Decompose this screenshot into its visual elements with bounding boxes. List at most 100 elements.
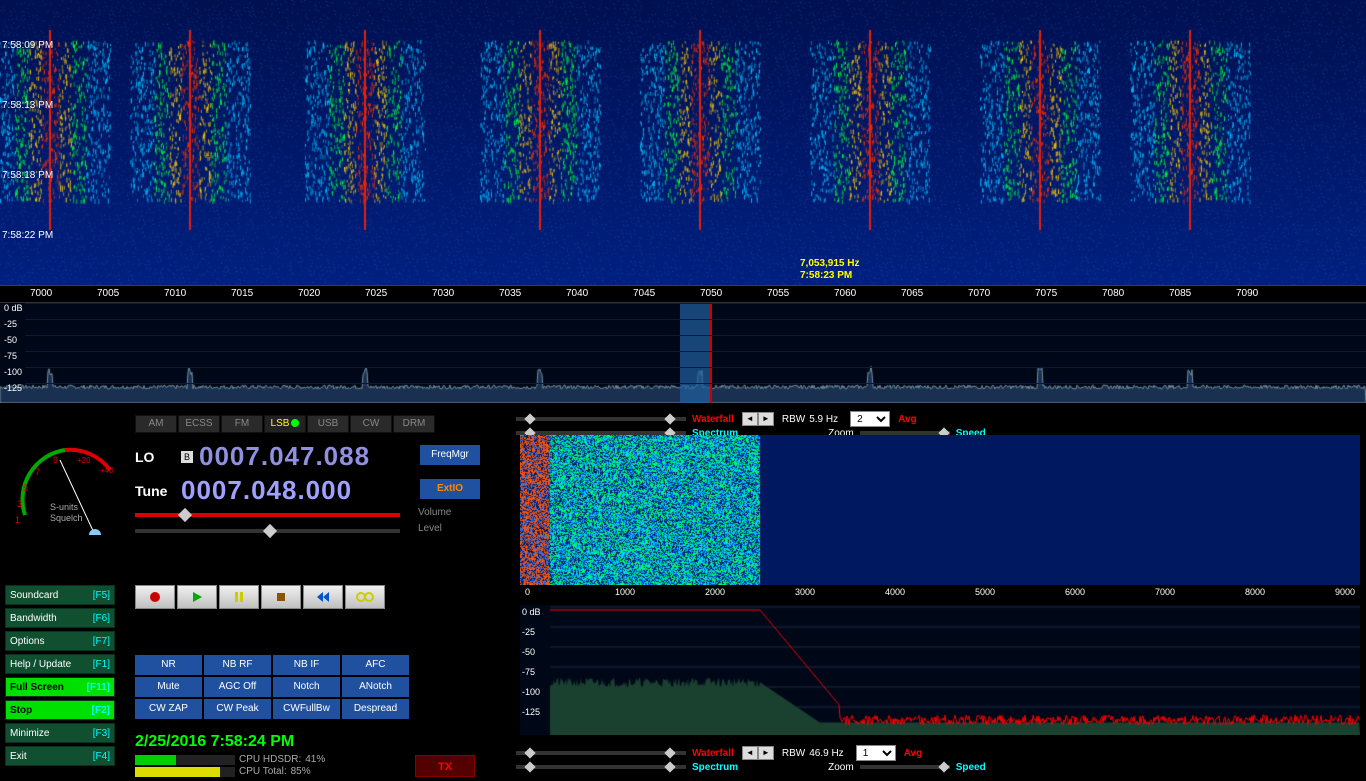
db-label: -100	[4, 367, 22, 377]
tuned-bandpass[interactable]	[680, 303, 710, 403]
freq-tick: 7005	[97, 288, 119, 299]
audio-db-label: -50	[522, 647, 535, 657]
stop-button[interactable]: Stop[F2]	[5, 700, 115, 720]
audio-waterfall[interactable]	[520, 435, 1360, 585]
lo-frequency-row: LO B 0007.047.088	[135, 441, 370, 472]
datetime-display: 2/25/2016 7:58:24 PM	[135, 733, 294, 751]
tuned-frequency-line[interactable]	[710, 303, 712, 403]
dsp-nb-if[interactable]: NB IF	[273, 655, 340, 675]
level-slider[interactable]	[135, 529, 400, 533]
soundcard-button[interactable]: Soundcard[F5]	[5, 585, 115, 605]
dsp-agc-off[interactable]: AGC Off	[204, 677, 271, 697]
audio-freq-tick: 3000	[795, 587, 815, 597]
mode-drm[interactable]: DRM	[393, 415, 435, 433]
freq-tick: 7015	[231, 288, 253, 299]
level-thumb[interactable]	[263, 524, 277, 538]
cpu-hdsdr-row: CPU HDSDR: 41%	[135, 754, 325, 765]
main-waterfall[interactable]: 7:58:09 PM7:58:13 PM7:58:18 PM7:58:22 PM…	[0, 0, 1366, 285]
dsp-buttons: NRNB RFNB IFAFC MuteAGC OffNotchANotch CW …	[135, 655, 409, 719]
waterfall-time-label: 7:58:13 PM	[2, 100, 53, 111]
full-screen-button[interactable]: Full Screen[F11]	[5, 677, 115, 697]
dsp-nb-rf[interactable]: NB RF	[204, 655, 271, 675]
dsp-cw-peak[interactable]: CW Peak	[204, 699, 271, 719]
cpu-hdsdr-bar	[135, 755, 235, 765]
audio-freq-tick: 4000	[885, 587, 905, 597]
rec-button[interactable]	[135, 585, 175, 609]
freq-tick: 7070	[968, 288, 990, 299]
extio-button[interactable]: ExtIO	[420, 479, 480, 499]
rew-button[interactable]	[303, 585, 343, 609]
lo-badge[interactable]: B	[181, 451, 193, 463]
options-button[interactable]: Options[F7]	[5, 631, 115, 651]
mode-ecss[interactable]: ECSS	[178, 415, 220, 433]
cpu-hdsdr-label: CPU HDSDR:	[239, 754, 301, 765]
svg-text:+20: +20	[77, 456, 91, 465]
audio-freq-tick: 6000	[1065, 587, 1085, 597]
freq-tick: 7085	[1169, 288, 1191, 299]
mode-lsb[interactable]: LSB	[264, 415, 306, 433]
svg-text:1: 1	[15, 515, 20, 525]
freq-tick: 7030	[432, 288, 454, 299]
dsp-cwfullbw[interactable]: CWFullBw	[273, 699, 340, 719]
dsp-nr[interactable]: NR	[135, 655, 202, 675]
dsp-notch[interactable]: Notch	[273, 677, 340, 697]
volume-thumb[interactable]	[178, 508, 192, 522]
mode-fm[interactable]: FM	[221, 415, 263, 433]
dsp-cw-zap[interactable]: CW ZAP	[135, 699, 202, 719]
bandwidth-button[interactable]: Bandwidth[F6]	[5, 608, 115, 628]
exit-button[interactable]: Exit[F4]	[5, 746, 115, 766]
level-label: Level	[418, 523, 442, 534]
tune-frequency-row: Tune 0007.048.000	[135, 475, 352, 506]
freq-tick: 7045	[633, 288, 655, 299]
db-label: -75	[4, 351, 17, 361]
pause-button[interactable]	[219, 585, 259, 609]
dsp-afc[interactable]: AFC	[342, 655, 409, 675]
spectrum-label-bot: Spectrum	[692, 762, 738, 773]
help-update-button[interactable]: Help / Update[F1]	[5, 654, 115, 674]
audio-db-label: -75	[522, 667, 535, 677]
tx-button[interactable]: TX	[415, 755, 475, 777]
freq-tick: 7075	[1035, 288, 1057, 299]
audio-freq-tick: 2000	[705, 587, 725, 597]
lo-frequency[interactable]: 0007.047.088	[199, 441, 370, 472]
dsp-anotch[interactable]: ANotch	[342, 677, 409, 697]
cursor-time: 7:58:23 PM	[800, 270, 852, 281]
mode-am[interactable]: AM	[135, 415, 177, 433]
volume-label: Volume	[418, 507, 451, 518]
waterfall-time-label: 7:58:22 PM	[2, 230, 53, 241]
svg-text:9: 9	[53, 455, 58, 465]
dsp-despread[interactable]: Despread	[342, 699, 409, 719]
freqmgr-button[interactable]: FreqMgr	[420, 445, 480, 465]
control-panel: 1 3 5 7 9 +20 +40 S-units Squelch AMECSS…	[0, 405, 510, 768]
minimize-button[interactable]: Minimize[F3]	[5, 723, 115, 743]
freq-tick: 7080	[1102, 288, 1124, 299]
tune-frequency[interactable]: 0007.048.000	[181, 475, 352, 506]
audio-db-label: 0 dB	[522, 607, 541, 617]
frequency-scale[interactable]: 7000700570107015702070257030703570407045…	[0, 285, 1366, 303]
mode-selector: AMECSSFMLSBUSBCWDRM	[135, 415, 435, 433]
svg-text:5: 5	[23, 483, 28, 493]
loop-button[interactable]	[345, 585, 385, 609]
audio-spectrum[interactable]: 0 dB-25-50-75-100-125	[520, 605, 1360, 735]
audio-freq-tick: 9000	[1335, 587, 1355, 597]
stop-button[interactable]	[261, 585, 301, 609]
freq-tick: 7010	[164, 288, 186, 299]
audio-db-label: -100	[522, 687, 540, 697]
bot-slider-2[interactable]	[516, 765, 686, 769]
volume-slider[interactable]	[135, 513, 400, 517]
svg-text:7: 7	[35, 467, 40, 477]
mode-cw[interactable]: CW	[350, 415, 392, 433]
audio-db-label: -25	[522, 627, 535, 637]
svg-text:+40: +40	[100, 466, 114, 475]
audio-freq-tick: 7000	[1155, 587, 1175, 597]
mode-usb[interactable]: USB	[307, 415, 349, 433]
play-button[interactable]	[177, 585, 217, 609]
main-spectrum[interactable]: 0 dB-25-50-75-100-125	[0, 303, 1366, 403]
zoom-slider-bot[interactable]	[860, 765, 950, 769]
db-label: 0 dB	[4, 303, 23, 313]
svg-text:3: 3	[17, 499, 22, 509]
db-label: -25	[4, 319, 17, 329]
function-buttons: Soundcard[F5] Bandwidth[F6] Options[F7] Hel…	[5, 585, 115, 766]
dsp-mute[interactable]: Mute	[135, 677, 202, 697]
freq-tick: 7090	[1236, 288, 1258, 299]
